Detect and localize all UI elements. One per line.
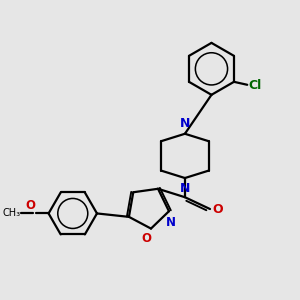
Text: N: N <box>180 182 190 195</box>
Text: N: N <box>166 216 176 229</box>
Text: O: O <box>25 199 35 212</box>
Text: O: O <box>142 232 152 244</box>
Text: O: O <box>212 202 223 215</box>
Text: Cl: Cl <box>249 79 262 92</box>
Text: CH₃: CH₃ <box>3 208 21 218</box>
Text: N: N <box>180 117 190 130</box>
